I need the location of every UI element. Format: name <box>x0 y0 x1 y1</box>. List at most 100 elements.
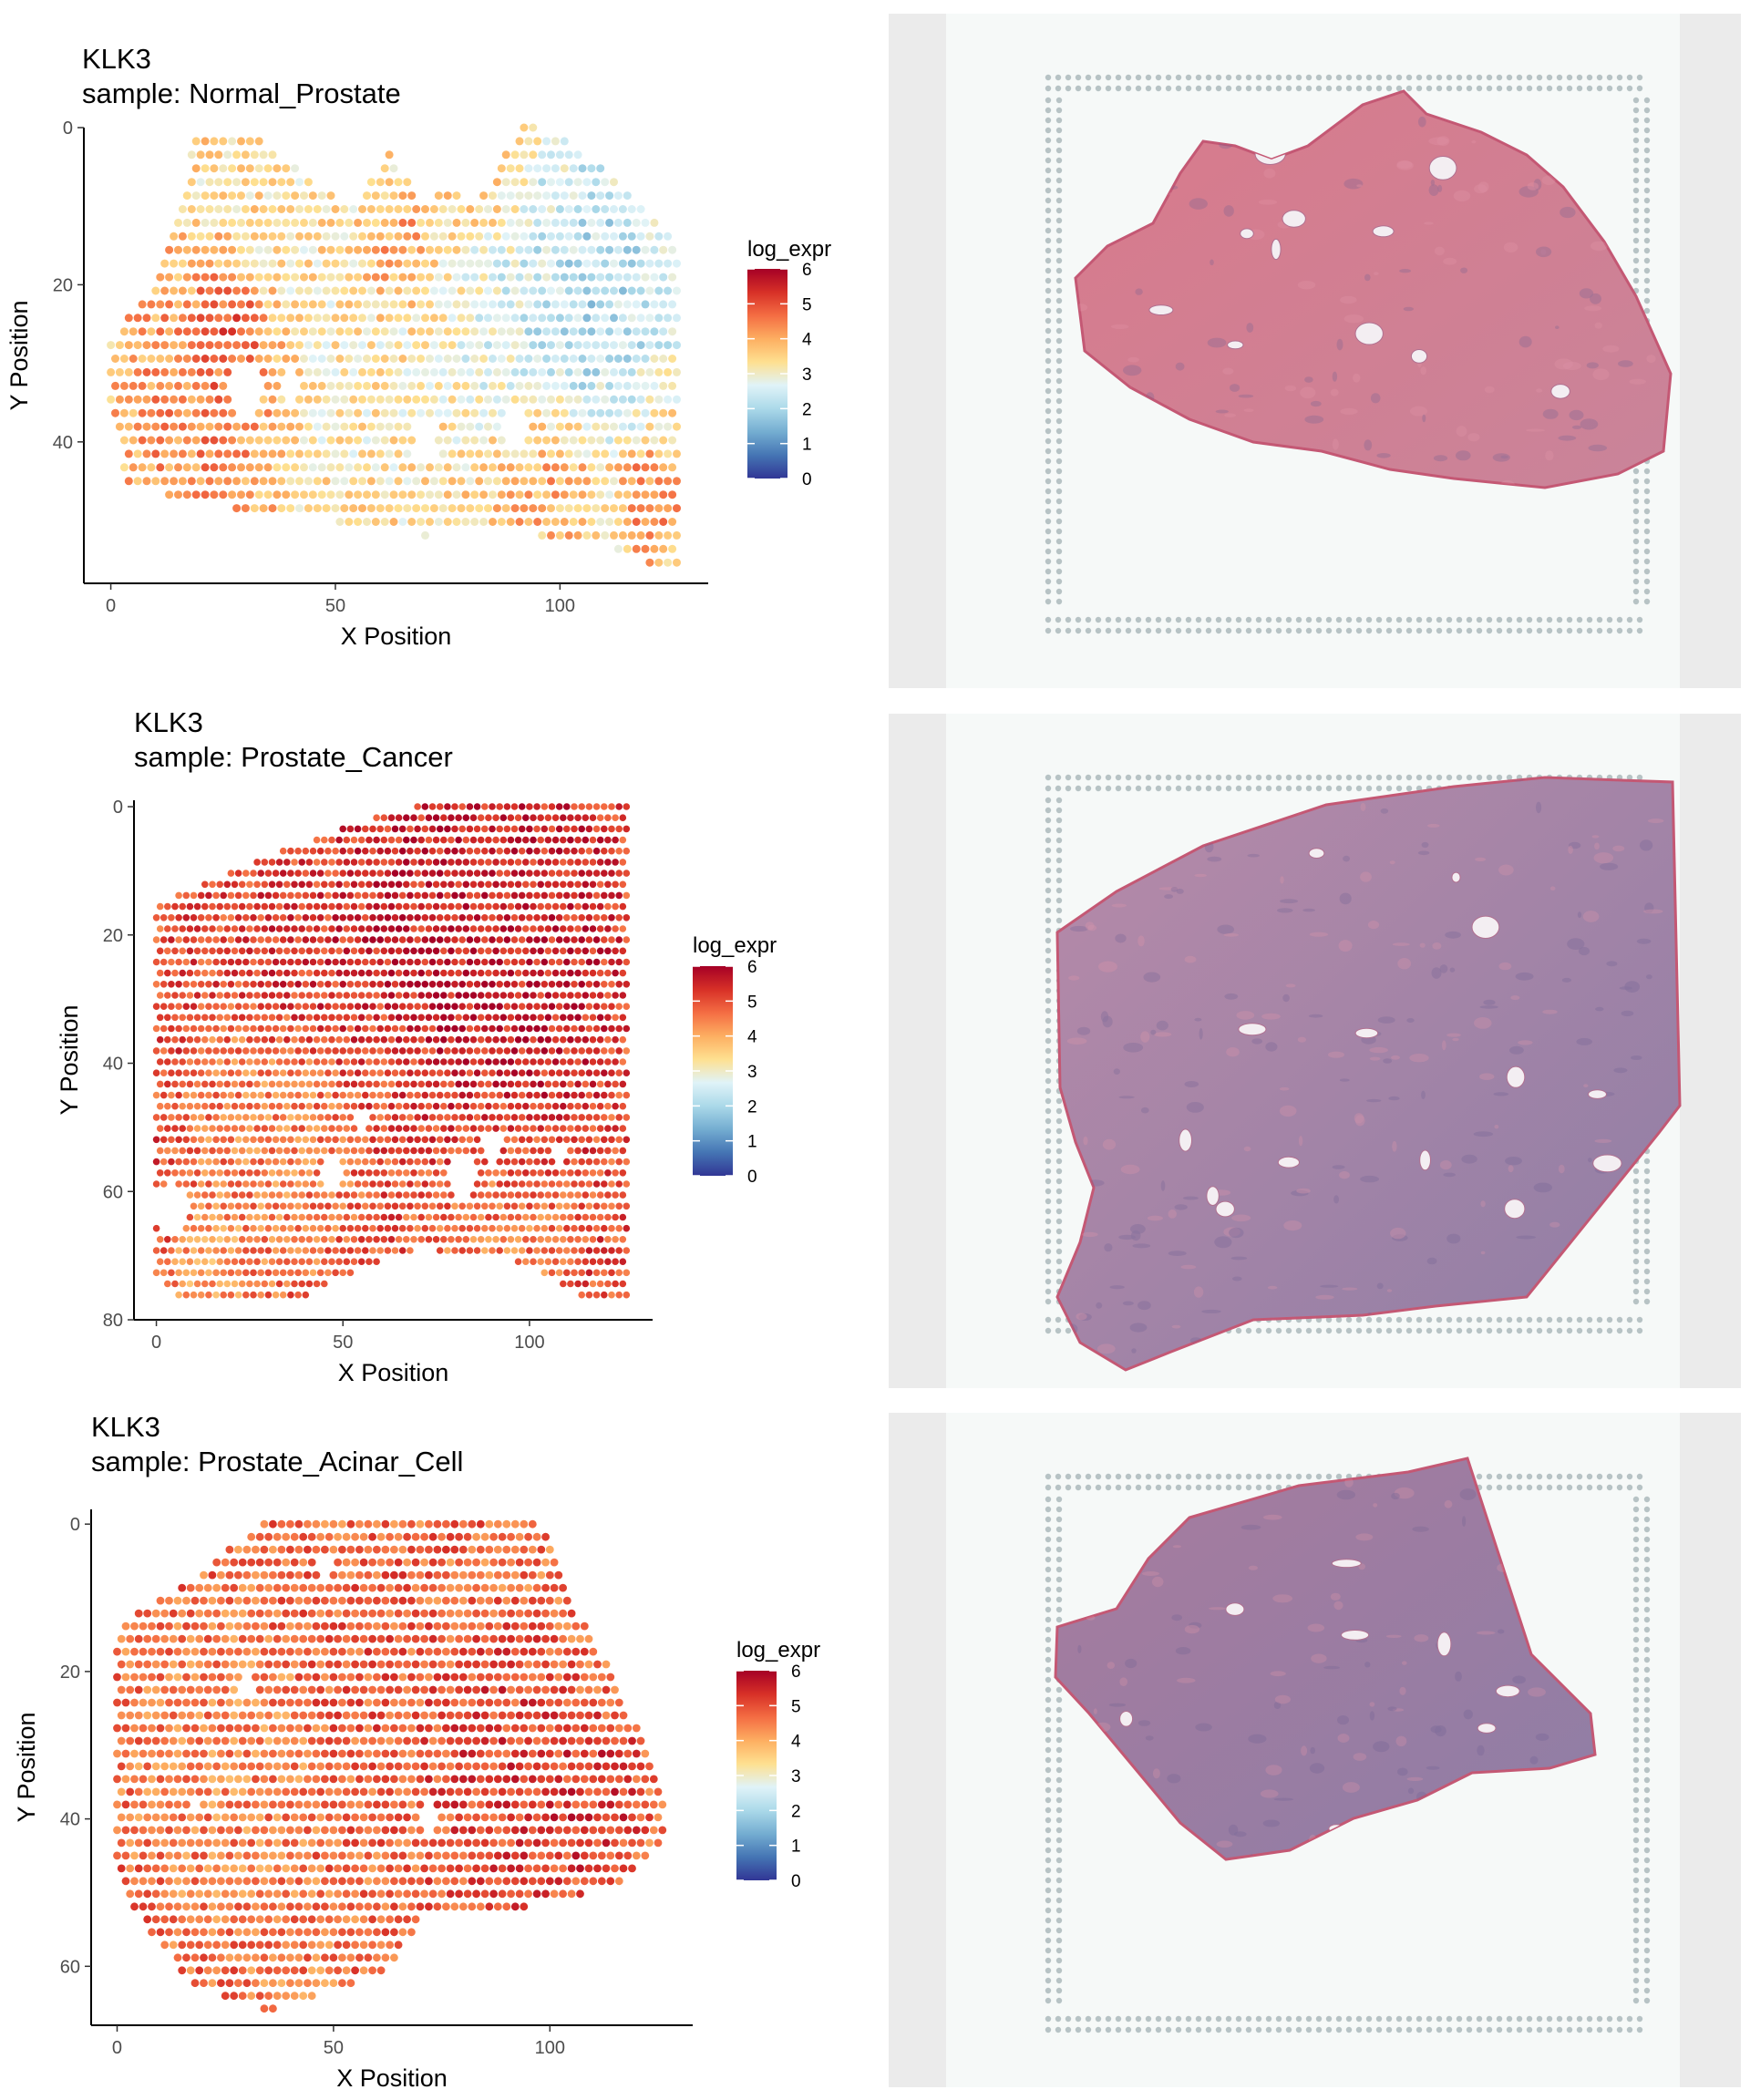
data-point <box>350 1147 358 1155</box>
data-point <box>440 1213 448 1221</box>
data-point <box>339 847 347 855</box>
data-point <box>307 1711 316 1720</box>
data-point <box>481 1247 489 1254</box>
data-point <box>196 232 205 241</box>
data-point <box>351 1660 359 1669</box>
data-point <box>438 205 448 213</box>
data-point <box>608 891 615 900</box>
data-point <box>331 449 340 458</box>
data-point <box>538 314 547 323</box>
data-point <box>242 1545 252 1554</box>
data-point <box>313 947 321 955</box>
data-point <box>363 273 371 282</box>
data-point <box>522 902 530 911</box>
data-point <box>151 449 160 458</box>
data-point <box>601 422 610 431</box>
data-point <box>533 847 540 855</box>
data-point <box>287 870 294 877</box>
data-point <box>578 355 587 363</box>
data-point <box>497 463 506 472</box>
data-point <box>354 936 362 943</box>
data-point <box>264 1202 273 1210</box>
data-point <box>220 1047 227 1055</box>
data-point <box>219 137 228 146</box>
data-point <box>124 477 133 486</box>
legend-title: log_expr <box>747 237 831 262</box>
data-point <box>324 1047 332 1055</box>
data-point <box>227 1202 235 1210</box>
data-point <box>601 1180 608 1188</box>
data-point <box>615 1091 623 1099</box>
data-point <box>354 408 363 417</box>
data-point <box>191 273 201 282</box>
data-point <box>555 422 564 431</box>
data-point <box>134 1634 143 1643</box>
data-point <box>257 1202 265 1210</box>
data-point <box>250 1158 257 1166</box>
data-point <box>463 1609 472 1618</box>
data-point <box>608 1003 615 1010</box>
data-point <box>555 870 563 877</box>
data-point <box>444 981 451 988</box>
data-point <box>187 205 196 213</box>
data-point <box>324 847 332 855</box>
data-point <box>373 1035 380 1044</box>
data-point <box>253 1035 261 1044</box>
data-point <box>520 395 529 404</box>
data-point <box>234 1180 242 1188</box>
data-point <box>608 1024 615 1033</box>
data-point <box>305 1147 314 1155</box>
data-point <box>316 1202 324 1210</box>
data-point <box>496 1158 503 1166</box>
data-point <box>496 1024 503 1033</box>
data-point <box>389 191 398 201</box>
data-point <box>291 164 300 173</box>
data-point <box>538 259 547 268</box>
data-point <box>560 902 567 911</box>
data-point <box>355 1596 364 1605</box>
data-point <box>668 408 677 417</box>
data-point <box>242 958 250 966</box>
data-point <box>214 341 223 350</box>
data-point <box>547 367 555 376</box>
data-point <box>479 245 489 254</box>
data-point <box>223 1014 232 1022</box>
data-point <box>589 1213 597 1221</box>
data-point <box>485 992 492 999</box>
data-point <box>481 1158 489 1166</box>
data-point <box>477 1035 485 1044</box>
data-point <box>664 259 673 268</box>
data-point <box>627 367 636 376</box>
data-point <box>170 314 179 323</box>
data-point <box>338 1519 346 1529</box>
data-point <box>443 355 452 363</box>
data-point <box>277 1724 286 1733</box>
data-point <box>234 1291 242 1299</box>
data-point <box>443 463 452 472</box>
data-point <box>232 178 242 187</box>
data-point <box>551 969 560 977</box>
data-point <box>385 150 394 160</box>
data-point <box>269 1724 277 1733</box>
data-point <box>403 314 412 323</box>
data-point <box>673 449 681 458</box>
data-point <box>496 803 503 810</box>
data-point <box>537 1102 544 1110</box>
data-point <box>573 504 582 513</box>
data-point <box>479 381 489 390</box>
data-point <box>275 1035 283 1044</box>
data-point <box>219 355 228 363</box>
data-point <box>313 422 322 431</box>
data-point <box>533 803 540 810</box>
data-point <box>455 925 462 932</box>
data-point <box>205 1180 212 1188</box>
data-point <box>277 449 286 458</box>
x-tick-label: 0 <box>151 1333 161 1353</box>
data-point <box>381 1698 390 1707</box>
data-point <box>309 1202 317 1210</box>
data-point <box>246 1191 253 1199</box>
data-point <box>421 914 429 921</box>
data-point <box>451 847 458 855</box>
data-point <box>357 1147 365 1155</box>
data-point <box>387 1102 396 1110</box>
